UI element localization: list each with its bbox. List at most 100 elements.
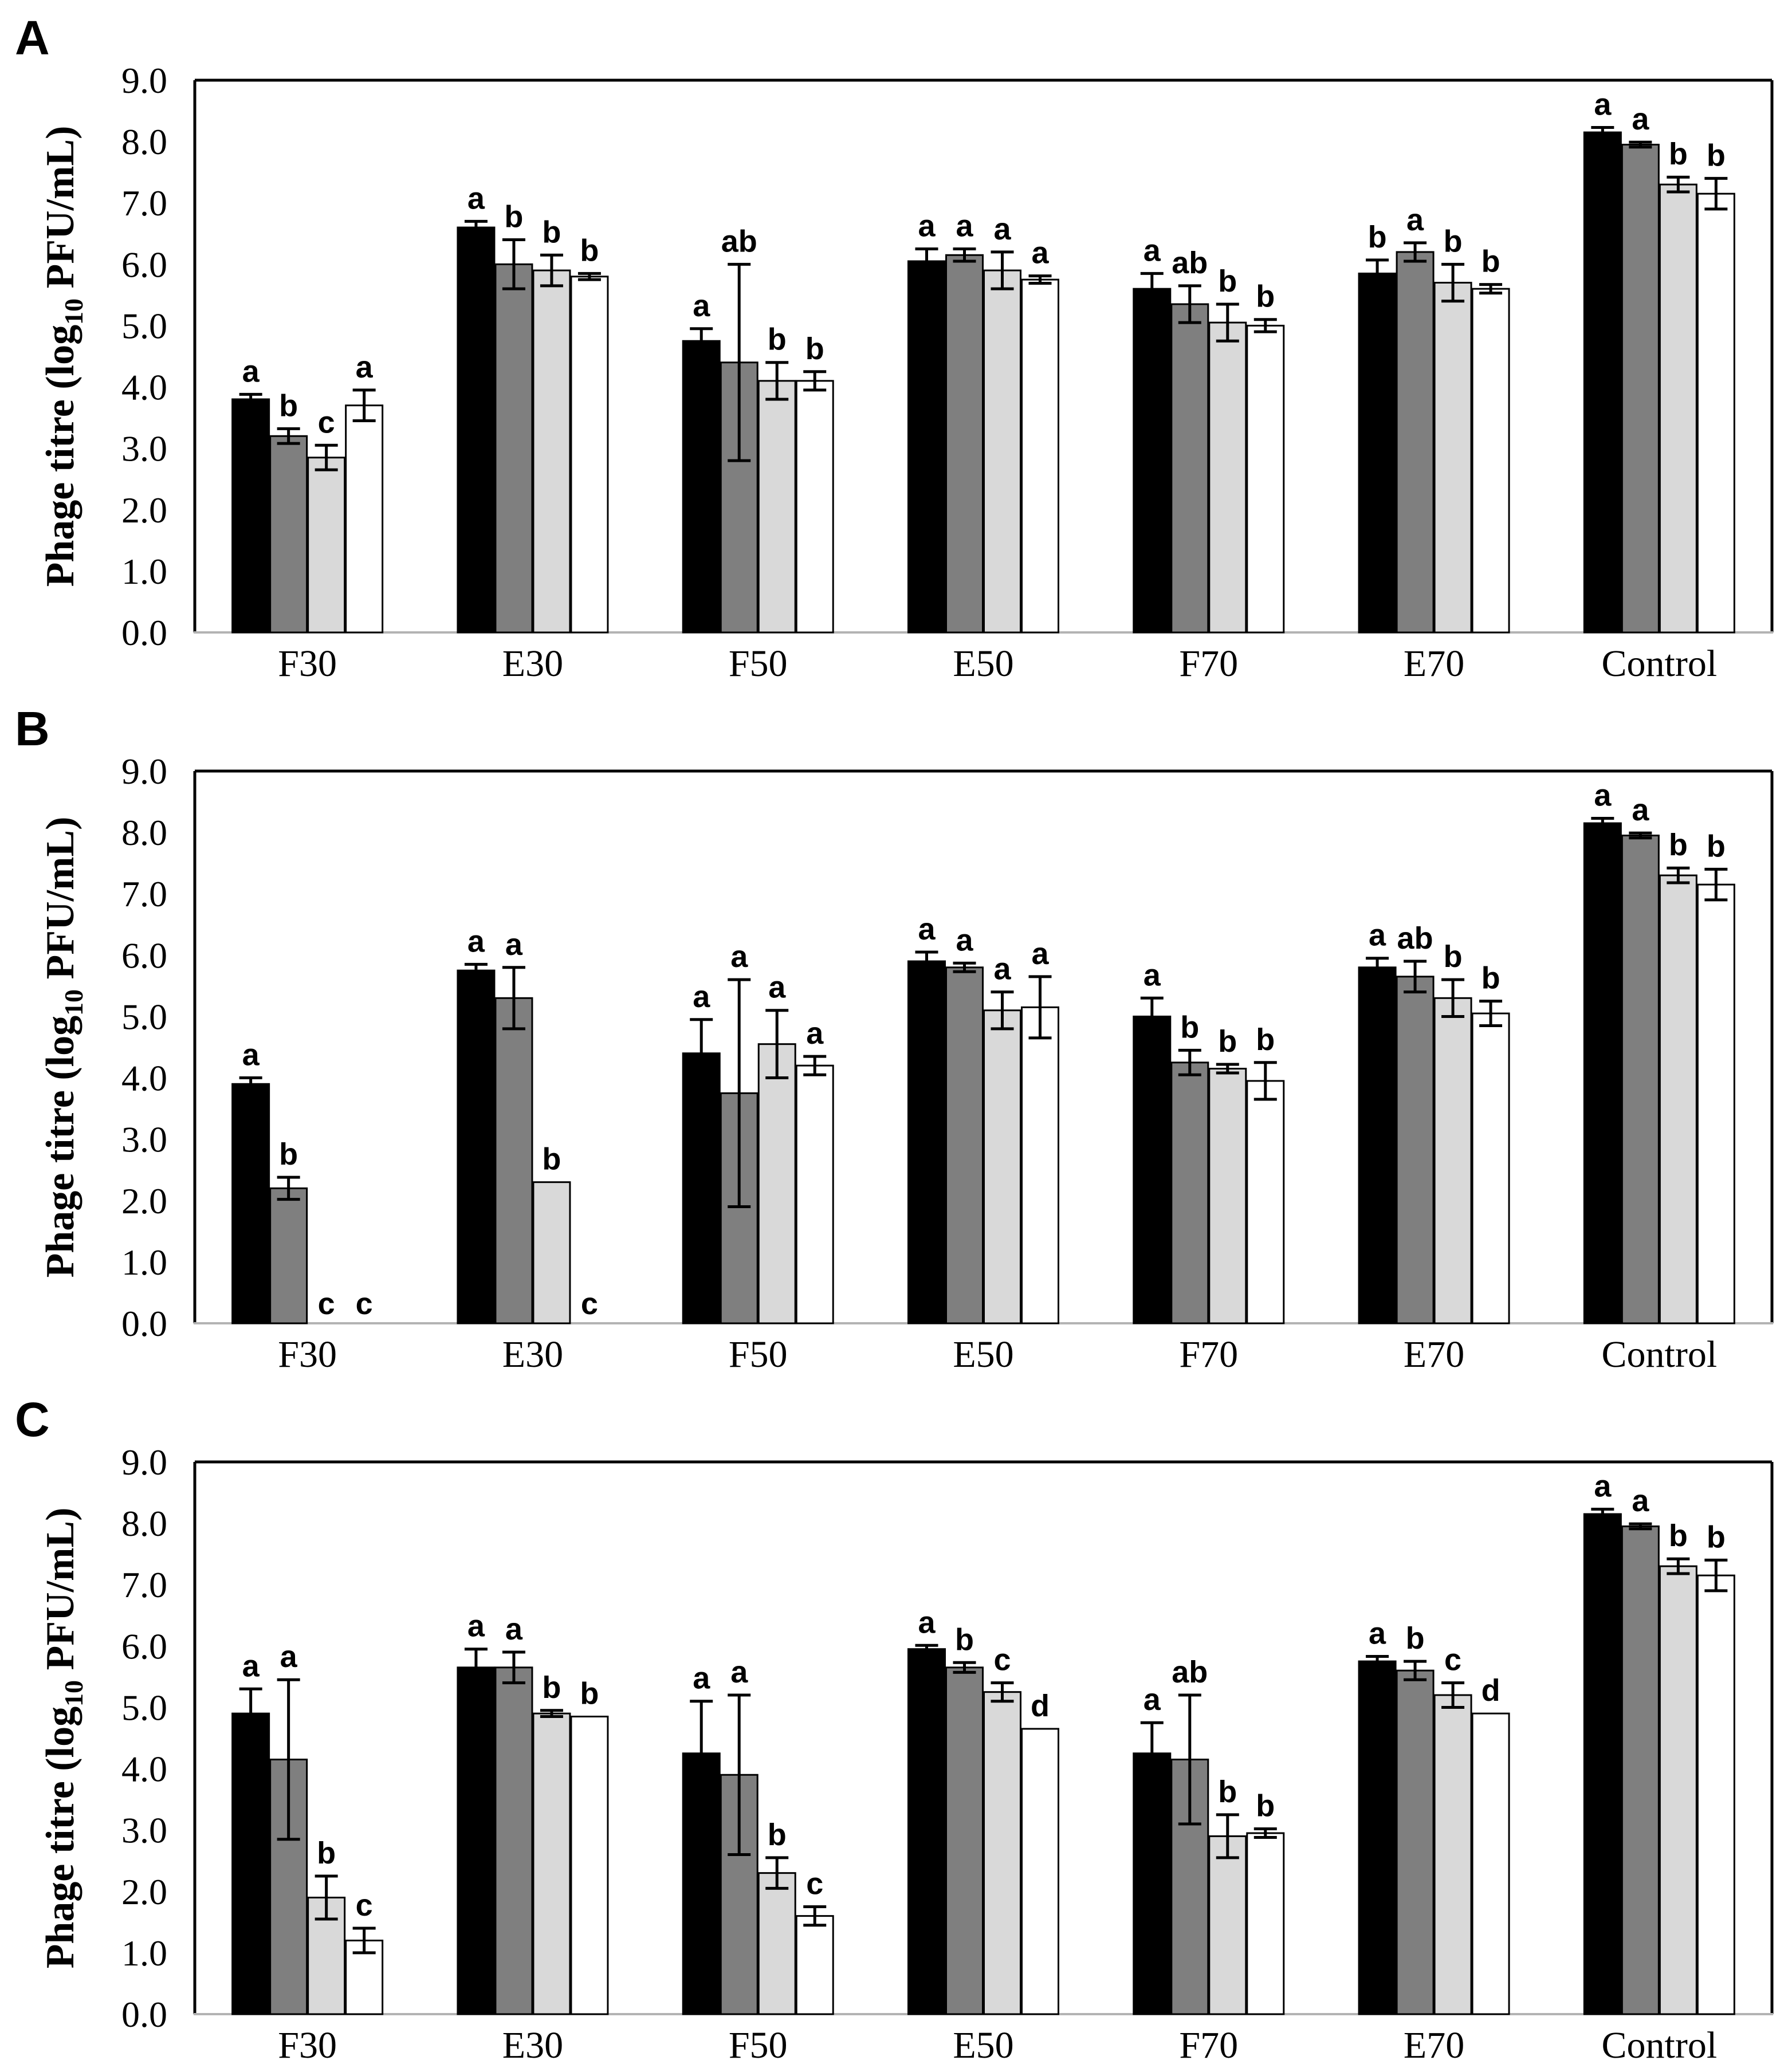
significance-letter: b (542, 1670, 561, 1705)
panel-B: B 9.0 8.0 7.0 6.0 5.0 4.0 3.0 2.0 1.0 0.0 Phage ti… (0, 691, 1788, 1382)
bar-A-Control-light-gray-bar (1659, 183, 1697, 634)
x-category-label: E70 (1404, 643, 1464, 685)
y-tick-label: 2.0 (121, 1872, 167, 1912)
x-category-label: F30 (278, 1334, 337, 1375)
y-tick-label: 6.0 (121, 244, 167, 285)
bar-B-F30-dark-gray-bar (269, 1187, 308, 1324)
bar-A-F70-white-bar (1246, 324, 1285, 634)
significance-letter: b (1482, 961, 1500, 996)
bar-A-F30-white-bar (345, 404, 384, 634)
bar-B-E70-dark-gray-bar (1396, 976, 1435, 1324)
significance-letter: a (693, 1661, 710, 1696)
bar-C-F70-light-gray-bar (1208, 1835, 1247, 2015)
significance-letter: a (956, 923, 973, 957)
x-category-label: Control (1602, 1334, 1718, 1375)
significance-letter: a (993, 952, 1011, 986)
significance-letter: a (242, 1038, 260, 1072)
x-category-label: E50 (953, 2024, 1013, 2066)
bar-C-E30-white-bar (570, 1716, 609, 2015)
y-tick-label: 4.0 (121, 1058, 167, 1099)
significance-letter: b (542, 1142, 561, 1177)
significance-letter: b (1406, 1621, 1425, 1656)
significance-letter: a (505, 927, 523, 962)
bar-A-F30-light-gray-bar (307, 457, 346, 634)
y-tick-label: 6.0 (121, 1626, 167, 1666)
significance-letter: a (1406, 203, 1424, 237)
significance-letter: a (730, 939, 748, 974)
significance-letter: c (1444, 1643, 1461, 1677)
bar-B-E50-light-gray-bar (983, 1009, 1021, 1324)
significance-letter: b (279, 1137, 298, 1171)
significance-letter: b (805, 332, 824, 366)
significance-letter: a (242, 354, 260, 388)
significance-letter: a (280, 1639, 298, 1674)
significance-letter: b (1218, 1775, 1237, 1809)
bar-A-Control-dark-gray-bar (1621, 143, 1660, 634)
x-category-label: F70 (1179, 2024, 1238, 2066)
significance-letter: b (504, 199, 523, 234)
bar-B-E30-light-gray-bar (532, 1181, 571, 1324)
x-category-label: F50 (729, 643, 788, 685)
bar-C-Control-black-bar (1583, 1513, 1622, 2015)
bar-A-E70-black-bar (1358, 272, 1397, 634)
y-tick-label: 0.0 (121, 1994, 167, 2035)
significance-letter: b (1669, 828, 1688, 862)
y-tick-label: 9.0 (121, 60, 167, 101)
bar-C-E30-black-bar (457, 1666, 496, 2015)
bar-B-E50-black-bar (907, 960, 946, 1324)
bar-A-F50-black-bar (682, 340, 721, 634)
panel-A-chart: 9.0 8.0 7.0 6.0 5.0 4.0 3.0 2.0 1.0 0.0 Phage titr… (38, 60, 1774, 685)
bar-C-E50-white-bar (1021, 1728, 1059, 2015)
panel-C: C 9.0 8.0 7.0 6.0 5.0 4.0 3.0 2.0 1.0 0.0 Phage ti… (0, 1382, 1788, 2072)
y-tick-label: 7.0 (121, 874, 167, 914)
significance-letter: a (505, 1612, 523, 1646)
significance-letter: a (1594, 1469, 1612, 1503)
bar-B-Control-black-bar (1583, 822, 1622, 1324)
x-category-label: E30 (502, 1334, 563, 1375)
significance-letter: ab (1172, 1655, 1208, 1689)
significance-letter: b (1444, 939, 1463, 974)
significance-letter: b (1707, 1520, 1726, 1554)
bar-A-E50-light-gray-bar (983, 269, 1021, 634)
bar-C-F30-black-bar (231, 1712, 270, 2015)
significance-letter: a (918, 1605, 936, 1639)
bar-C-E50-dark-gray-bar (945, 1666, 984, 2015)
significance-letter: c (356, 1287, 373, 1321)
y-tick-label: 3.0 (121, 1810, 167, 1851)
panel-B-chart: 9.0 8.0 7.0 6.0 5.0 4.0 3.0 2.0 1.0 0.0 Phage titr… (38, 751, 1774, 1375)
significance-letter: b (1256, 1789, 1275, 1823)
significance-letter: a (918, 209, 936, 243)
bar-A-Control-white-bar (1696, 192, 1735, 634)
bar-A-F70-light-gray-bar (1208, 321, 1247, 634)
bar-B-F70-dark-gray-bar (1170, 1061, 1209, 1324)
bar-C-Control-light-gray-bar (1659, 1565, 1697, 2015)
bar-C-E70-dark-gray-bar (1396, 1669, 1435, 2015)
bar-A-E50-dark-gray-bar (945, 254, 984, 634)
y-tick-label: 3.0 (121, 428, 167, 469)
significance-letter: b (1707, 829, 1726, 863)
y-tick-label: 8.0 (121, 1503, 167, 1544)
y-tick-label: 1.0 (121, 1933, 167, 1973)
significance-letter: a (242, 1649, 260, 1683)
significance-letter: b (955, 1622, 974, 1657)
y-axis-title: Phage titre (log10 PFU/mL) (38, 817, 88, 1278)
bar-B-E50-white-bar (1021, 1006, 1059, 1324)
bar-B-Control-white-bar (1696, 883, 1735, 1324)
significance-letter: b (768, 323, 787, 357)
x-category-label: E70 (1404, 2024, 1464, 2066)
x-category-label: F70 (1179, 1334, 1238, 1375)
y-tick-label: 4.0 (121, 367, 167, 408)
bar-B-F50-light-gray-bar (757, 1043, 796, 1324)
significance-letter: b (1218, 1024, 1237, 1059)
significance-letter: c (581, 1287, 598, 1321)
bar-C-E30-light-gray-bar (532, 1712, 571, 2015)
x-category-label: E50 (953, 643, 1013, 685)
significance-letter: d (1031, 1689, 1050, 1723)
bar-B-E30-dark-gray-bar (494, 997, 533, 1324)
significance-letter: b (279, 388, 298, 423)
significance-letter: b (768, 1818, 787, 1852)
bar-B-Control-light-gray-bar (1659, 874, 1697, 1324)
y-tick-label: 9.0 (121, 1442, 167, 1483)
bar-A-F30-dark-gray-bar (269, 435, 308, 634)
bar-C-E50-black-bar (907, 1648, 946, 2015)
